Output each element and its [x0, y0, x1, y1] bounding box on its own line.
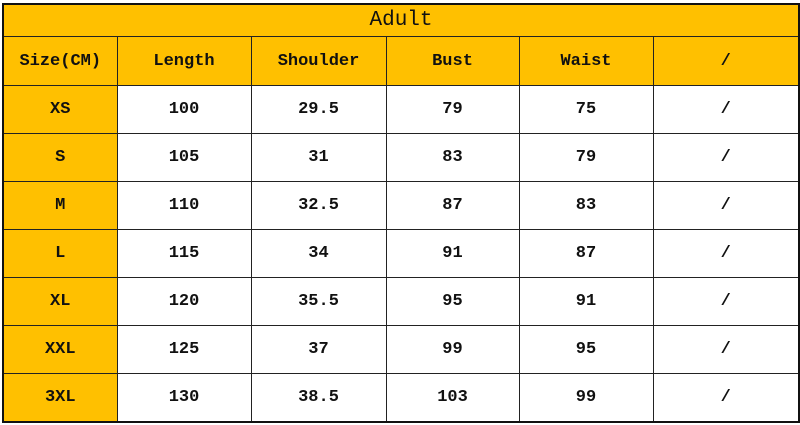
cell-shoulder: 35.5	[250, 277, 387, 326]
table-row: L 115 34 91 87/	[2, 229, 800, 278]
cell-size: S	[2, 133, 118, 182]
size-chart-table: Adult Size(CM) Length Shoulder Bust Wais…	[2, 3, 800, 423]
cell-shoulder: 31	[250, 133, 387, 182]
cell-size: M	[2, 181, 118, 230]
cell-waist: 87	[518, 229, 654, 278]
header-shoulder: Shoulder	[250, 36, 387, 86]
cell-waist: 83	[518, 181, 654, 230]
cell-bust: 99	[385, 325, 520, 374]
cell-length: 130	[116, 373, 252, 423]
cell-size: XL	[2, 277, 118, 326]
cell-bust: 103	[385, 373, 520, 423]
cell-waist: 79	[518, 133, 654, 182]
header-extra: /	[652, 36, 800, 86]
table-row: XXL 125 37 99 95/	[2, 325, 800, 374]
cell-shoulder: 34	[250, 229, 387, 278]
header-row: Size(CM) Length Shoulder Bust Waist /	[2, 36, 800, 86]
cell-size: XXL	[2, 325, 118, 374]
cell-bust: 95	[385, 277, 520, 326]
cell-length: 105	[116, 133, 252, 182]
cell-size: L	[2, 229, 118, 278]
cell-extra: /	[652, 181, 800, 230]
cell-shoulder: 29.5	[250, 85, 387, 134]
cell-extra: /	[652, 373, 800, 423]
header-length: Length	[116, 36, 252, 86]
cell-shoulder: 32.5	[250, 181, 387, 230]
header-size: Size(CM)	[2, 36, 118, 86]
table-row: M 110 32.5 87 83/	[2, 181, 800, 230]
cell-shoulder: 38.5	[250, 373, 387, 423]
header-bust: Bust	[385, 36, 520, 86]
table-row: 3XL 130 38.5 103 99/	[2, 373, 800, 423]
table-row: XL 120 35.5 95 91/	[2, 277, 800, 326]
cell-bust: 79	[385, 85, 520, 134]
cell-length: 125	[116, 325, 252, 374]
cell-bust: 87	[385, 181, 520, 230]
cell-bust: 91	[385, 229, 520, 278]
cell-extra: /	[652, 277, 800, 326]
cell-extra: /	[652, 133, 800, 182]
cell-extra: /	[652, 85, 800, 134]
table-row: S 105 31 83 79/	[2, 133, 800, 182]
cell-length: 110	[116, 181, 252, 230]
cell-extra: /	[652, 325, 800, 374]
cell-size: XS	[2, 85, 118, 134]
table-title: Adult	[2, 3, 800, 37]
cell-waist: 91	[518, 277, 654, 326]
cell-waist: 95	[518, 325, 654, 374]
cell-waist: 75	[518, 85, 654, 134]
cell-length: 100	[116, 85, 252, 134]
cell-shoulder: 37	[250, 325, 387, 374]
cell-extra: /	[652, 229, 800, 278]
cell-size: 3XL	[2, 373, 118, 423]
header-waist: Waist	[518, 36, 654, 86]
cell-waist: 99	[518, 373, 654, 423]
title-row: Adult	[2, 3, 800, 37]
table-row: XS 100 29.5 79 75/	[2, 85, 800, 134]
cell-length: 115	[116, 229, 252, 278]
cell-length: 120	[116, 277, 252, 326]
cell-bust: 83	[385, 133, 520, 182]
